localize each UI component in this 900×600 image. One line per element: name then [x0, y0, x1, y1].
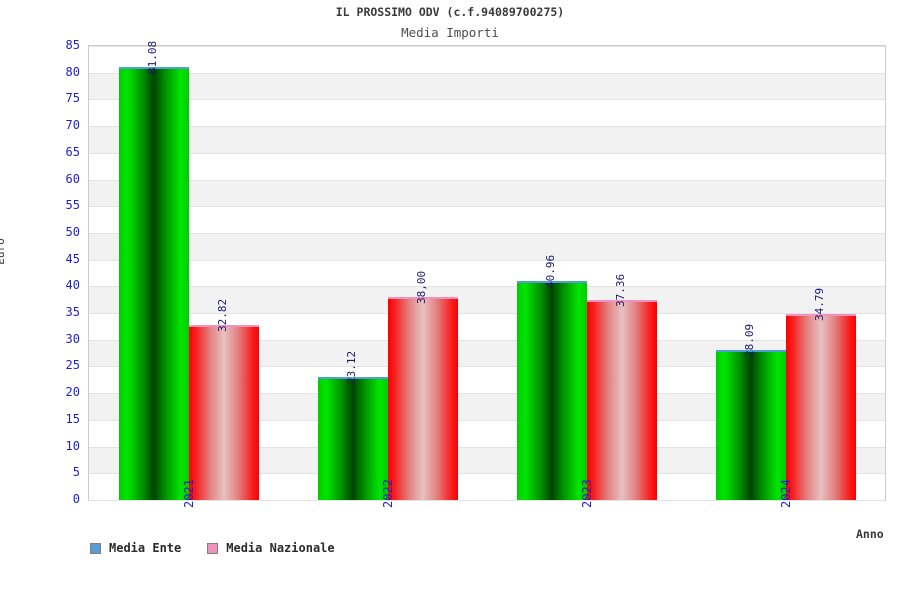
- y-tick-label: 10: [65, 438, 80, 453]
- bar-value-label: 40.96: [543, 255, 557, 289]
- y-tick-label: 50: [65, 224, 80, 239]
- y-tick-label: 35: [65, 305, 80, 320]
- gridline: [89, 313, 885, 315]
- gridline: [89, 339, 885, 341]
- x-axis-title: Anno: [856, 527, 884, 541]
- y-tick-label: 15: [65, 411, 80, 426]
- gridline: [89, 419, 885, 421]
- x-tick-label: 2023: [579, 479, 594, 508]
- gridline: [89, 232, 885, 234]
- gridline: [89, 46, 885, 47]
- y-axis-tick-labels: 0 5 10 15 20 25 30 35 40 45 50 55 60 65 70 75 80 85: [30, 39, 80, 505]
- y-tick-label: 0: [72, 492, 80, 506]
- bar-value-label: 23.12: [344, 350, 358, 384]
- gridline: [89, 99, 885, 101]
- y-tick-label: 80: [65, 64, 80, 79]
- gridline: [89, 72, 885, 74]
- bar-media-nazionale-2023[interactable]: [586, 300, 657, 500]
- bar-value-label: 38,00: [414, 270, 428, 305]
- grid-band: [89, 72, 885, 100]
- bar-media-nazionale-2022[interactable]: [387, 297, 458, 500]
- chart-legend: Media Ente Media Nazionale: [90, 541, 335, 555]
- gridline: [89, 206, 885, 208]
- bar-value-label: 32.82: [215, 298, 229, 332]
- gridline: [89, 179, 885, 181]
- bar-media-nazionale-2024[interactable]: [785, 314, 856, 500]
- y-tick-label: 75: [65, 91, 80, 106]
- grid-band: [89, 126, 885, 153]
- grid-band: [89, 179, 885, 207]
- legend-swatch-icon: [90, 542, 101, 554]
- y-tick-label: 20: [65, 385, 80, 400]
- gridline: [89, 152, 885, 154]
- bar-value-label: 28.09: [742, 323, 756, 357]
- gridline: [89, 393, 885, 395]
- gridline: [89, 366, 885, 368]
- bar-value-label: 81.08: [145, 40, 159, 74]
- grid-band: [89, 232, 885, 260]
- legend-swatch-icon: [207, 542, 219, 554]
- bar-media-ente-2024[interactable]: [715, 349, 786, 500]
- gridline: [89, 259, 885, 261]
- y-tick-label: 65: [65, 144, 80, 159]
- chart-subtitle: Media Importi: [401, 25, 499, 40]
- bar-value-label: 34.79: [812, 288, 826, 322]
- y-axis-title: Euro: [0, 238, 7, 265]
- bar-media-nazionale-2021[interactable]: [188, 324, 259, 500]
- legend-item-media-ente[interactable]: Media Ente: [90, 541, 181, 555]
- gridline: [89, 446, 885, 448]
- gridline: [89, 286, 885, 288]
- gridline: [89, 126, 885, 128]
- x-tick-label: 2021: [181, 479, 196, 508]
- gridline: [89, 473, 885, 475]
- legend-label: Media Nazionale: [226, 541, 335, 555]
- bar-media-ente-2022[interactable]: [317, 376, 388, 500]
- plot-area: 81.08 32.82 23.12 38,00 40.96 37.36 28.09 34.79: [88, 41, 886, 501]
- y-tick-label: 85: [65, 38, 80, 52]
- y-tick-label: 55: [65, 198, 80, 213]
- legend-item-media-nazionale[interactable]: Media Nazionale: [207, 541, 335, 555]
- y-tick-label: 60: [65, 171, 80, 186]
- y-tick-label: 40: [65, 278, 80, 293]
- bar-media-ente-2021[interactable]: [118, 66, 189, 500]
- chart-title: IL PROSSIMO ODV (c.f.94089700275): [335, 5, 565, 19]
- y-tick-label: 5: [72, 465, 80, 480]
- y-tick-label: 25: [65, 358, 80, 373]
- y-tick-label: 45: [65, 251, 80, 266]
- legend-label: Media Ente: [109, 541, 182, 555]
- x-tick-label: 2022: [380, 479, 395, 508]
- grid-band: [89, 286, 885, 314]
- y-tick-label: 70: [65, 118, 80, 133]
- gridline: [89, 500, 885, 501]
- bar-value-label: 37.36: [613, 274, 627, 308]
- y-tick-label: 30: [65, 331, 80, 346]
- x-tick-label: 2024: [778, 479, 793, 508]
- bar-media-ente-2023[interactable]: [516, 281, 587, 500]
